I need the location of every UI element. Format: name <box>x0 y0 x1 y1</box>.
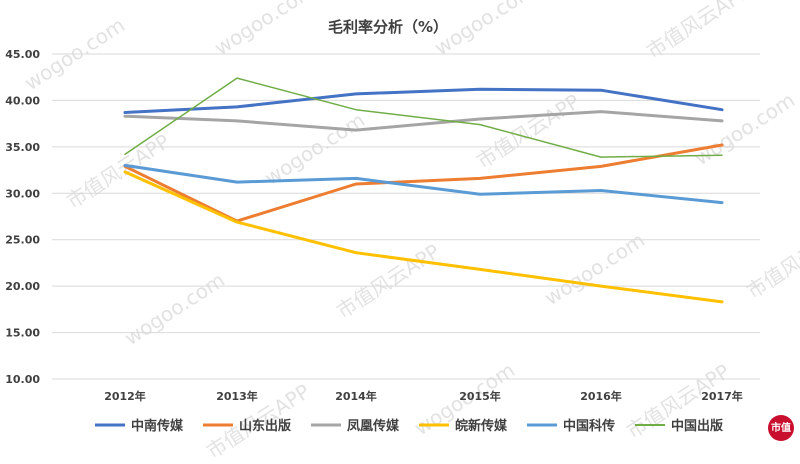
y-tick-label: 45.00 <box>5 48 40 61</box>
legend-label: 皖新传媒 <box>455 418 508 434</box>
x-tick-label: 2013年 <box>216 389 258 403</box>
x-axis: 2012年 2013年 2014年 2015年 2016年 2017年 <box>104 389 743 403</box>
y-tick-label: 40.00 <box>5 94 40 107</box>
y-tick-label: 30.00 <box>5 187 40 200</box>
legend-item-4: 皖新传媒 <box>419 418 508 434</box>
series-layer <box>125 78 722 302</box>
series-line-4 <box>125 172 722 302</box>
x-tick-label: 2017年 <box>701 389 743 403</box>
legend-label: 中南传媒 <box>131 418 184 434</box>
legend-label: 中国科传 <box>563 418 615 434</box>
legend-label: 中国出版 <box>671 418 723 434</box>
gridlines <box>52 54 760 379</box>
y-tick-label: 10.00 <box>5 373 40 386</box>
x-tick-label: 2015年 <box>459 389 501 403</box>
y-tick-label: 20.00 <box>5 280 40 293</box>
legend: 中南传媒 山东出版 凤凰传媒 皖新传媒 中国科传 中国出版 <box>95 418 723 434</box>
legend-item-3: 凤凰传媒 <box>311 418 400 434</box>
x-tick-label: 2014年 <box>335 389 377 403</box>
y-axis: 10.00 15.00 20.00 25.00 30.00 35.00 40.00 45.00 <box>5 48 40 386</box>
chart-title: 毛利率分析（%） <box>328 18 448 36</box>
series-line-3 <box>125 112 722 131</box>
x-tick-label: 2016年 <box>580 389 622 403</box>
y-tick-label: 25.00 <box>5 234 40 247</box>
legend-label: 山东出版 <box>239 418 291 434</box>
legend-item-6: 中国出版 <box>635 418 723 434</box>
x-tick-label: 2012年 <box>104 389 146 403</box>
y-tick-label: 35.00 <box>5 141 40 154</box>
y-tick-label: 15.00 <box>5 327 40 340</box>
legend-item-1: 中南传媒 <box>95 418 184 434</box>
line-chart: 毛利率分析（%） 10.00 15.00 20.00 25.00 30.00 35.00 4… <box>0 0 800 447</box>
legend-item-2: 山东出版 <box>203 418 291 434</box>
brand-logo: 市值 <box>768 415 794 441</box>
legend-item-5: 中国科传 <box>527 418 615 434</box>
legend-label: 凤凰传媒 <box>347 418 400 434</box>
series-line-5 <box>125 165 722 202</box>
